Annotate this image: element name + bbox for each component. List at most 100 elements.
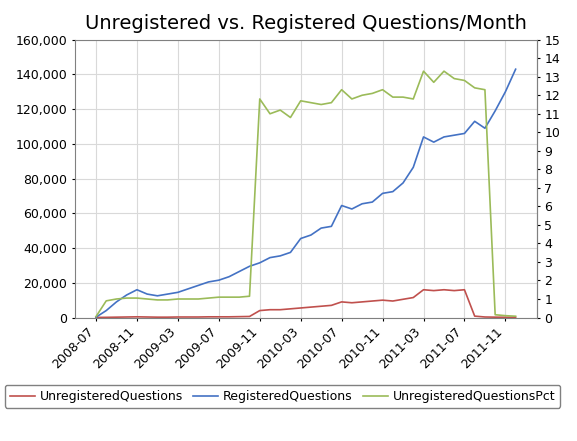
- UnregisteredQuestionsPct: [144, 296, 151, 302]
- UnregisteredQuestionsPct: [492, 312, 499, 318]
- RegisteredQuestions: [481, 126, 488, 131]
- UnregisteredQuestionsPct: [400, 94, 407, 100]
- UnregisteredQuestions: [195, 314, 202, 320]
- UnregisteredQuestions: [103, 315, 110, 320]
- UnregisteredQuestions: [461, 287, 468, 292]
- UnregisteredQuestions: [349, 300, 355, 306]
- UnregisteredQuestionsPct: [226, 295, 233, 300]
- Line: UnregisteredQuestionsPct: UnregisteredQuestionsPct: [96, 71, 516, 317]
- UnregisteredQuestionsPct: [338, 87, 345, 92]
- UnregisteredQuestions: [318, 303, 325, 309]
- RegisteredQuestions: [349, 206, 355, 212]
- RegisteredQuestions: [308, 232, 314, 238]
- UnregisteredQuestions: [338, 299, 345, 305]
- RegisteredQuestions: [369, 199, 376, 205]
- RegisteredQuestions: [420, 134, 427, 139]
- Line: UnregisteredQuestions: UnregisteredQuestions: [96, 290, 516, 318]
- UnregisteredQuestionsPct: [195, 296, 202, 302]
- UnregisteredQuestionsPct: [389, 94, 396, 100]
- RegisteredQuestions: [440, 134, 447, 139]
- RegisteredQuestions: [359, 201, 366, 206]
- UnregisteredQuestionsPct: [267, 111, 273, 116]
- UnregisteredQuestionsPct: [123, 295, 130, 301]
- UnregisteredQuestions: [308, 304, 314, 310]
- UnregisteredQuestions: [502, 314, 509, 320]
- UnregisteredQuestions: [410, 295, 417, 300]
- RegisteredQuestions: [379, 191, 386, 196]
- UnregisteredQuestions: [215, 314, 222, 319]
- UnregisteredQuestionsPct: [308, 100, 314, 105]
- RegisteredQuestions: [144, 292, 151, 297]
- UnregisteredQuestionsPct: [92, 314, 99, 319]
- RegisteredQuestions: [471, 119, 478, 124]
- RegisteredQuestions: [451, 133, 458, 138]
- UnregisteredQuestionsPct: [185, 296, 192, 302]
- UnregisteredQuestions: [369, 299, 376, 304]
- UnregisteredQuestionsPct: [502, 313, 509, 318]
- UnregisteredQuestions: [92, 315, 99, 320]
- RegisteredQuestions: [92, 314, 99, 320]
- UnregisteredQuestionsPct: [287, 115, 294, 120]
- UnregisteredQuestionsPct: [297, 98, 304, 104]
- RegisteredQuestions: [267, 255, 273, 260]
- RegisteredQuestions: [185, 286, 192, 292]
- UnregisteredQuestionsPct: [133, 295, 140, 301]
- RegisteredQuestions: [338, 203, 345, 208]
- RegisteredQuestions: [174, 290, 181, 295]
- UnregisteredQuestionsPct: [164, 297, 171, 303]
- UnregisteredQuestionsPct: [174, 296, 181, 302]
- UnregisteredQuestionsPct: [113, 296, 120, 302]
- UnregisteredQuestions: [277, 307, 284, 312]
- UnregisteredQuestionsPct: [359, 93, 366, 98]
- UnregisteredQuestions: [267, 307, 273, 312]
- UnregisteredQuestions: [144, 314, 151, 320]
- UnregisteredQuestionsPct: [481, 87, 488, 92]
- UnregisteredQuestionsPct: [349, 96, 355, 101]
- RegisteredQuestions: [205, 279, 212, 284]
- RegisteredQuestions: [164, 292, 171, 297]
- UnregisteredQuestions: [389, 299, 396, 304]
- UnregisteredQuestions: [236, 314, 243, 319]
- RegisteredQuestions: [328, 224, 335, 229]
- UnregisteredQuestionsPct: [440, 68, 447, 74]
- Legend: UnregisteredQuestions, RegisteredQuestions, UnregisteredQuestionsPct: UnregisteredQuestions, RegisteredQuestio…: [5, 385, 560, 408]
- RegisteredQuestions: [400, 180, 407, 186]
- UnregisteredQuestions: [451, 288, 458, 293]
- UnregisteredQuestionsPct: [410, 96, 417, 101]
- UnregisteredQuestions: [113, 314, 120, 320]
- UnregisteredQuestions: [481, 314, 488, 320]
- UnregisteredQuestions: [256, 308, 263, 313]
- RegisteredQuestions: [195, 283, 202, 288]
- UnregisteredQuestions: [123, 314, 130, 320]
- RegisteredQuestions: [215, 277, 222, 283]
- RegisteredQuestions: [512, 67, 519, 72]
- UnregisteredQuestions: [226, 314, 233, 319]
- RegisteredQuestions: [154, 293, 161, 299]
- UnregisteredQuestions: [154, 314, 161, 320]
- RegisteredQuestions: [297, 236, 304, 241]
- RegisteredQuestions: [461, 131, 468, 136]
- RegisteredQuestions: [318, 225, 325, 231]
- RegisteredQuestions: [133, 287, 140, 292]
- UnregisteredQuestionsPct: [215, 295, 222, 300]
- UnregisteredQuestions: [430, 288, 437, 293]
- UnregisteredQuestions: [297, 305, 304, 310]
- UnregisteredQuestionsPct: [328, 100, 335, 105]
- UnregisteredQuestions: [471, 314, 478, 319]
- RegisteredQuestions: [502, 89, 509, 94]
- RegisteredQuestions: [277, 253, 284, 258]
- UnregisteredQuestions: [440, 287, 447, 292]
- RegisteredQuestions: [389, 189, 396, 194]
- UnregisteredQuestionsPct: [154, 297, 161, 303]
- UnregisteredQuestions: [287, 306, 294, 311]
- UnregisteredQuestionsPct: [369, 91, 376, 96]
- RegisteredQuestions: [492, 108, 499, 113]
- UnregisteredQuestions: [328, 303, 335, 308]
- RegisteredQuestions: [103, 308, 110, 313]
- RegisteredQuestions: [236, 269, 243, 274]
- UnregisteredQuestions: [400, 297, 407, 302]
- UnregisteredQuestions: [246, 314, 253, 319]
- UnregisteredQuestionsPct: [277, 108, 284, 113]
- RegisteredQuestions: [123, 292, 130, 298]
- RegisteredQuestions: [287, 250, 294, 255]
